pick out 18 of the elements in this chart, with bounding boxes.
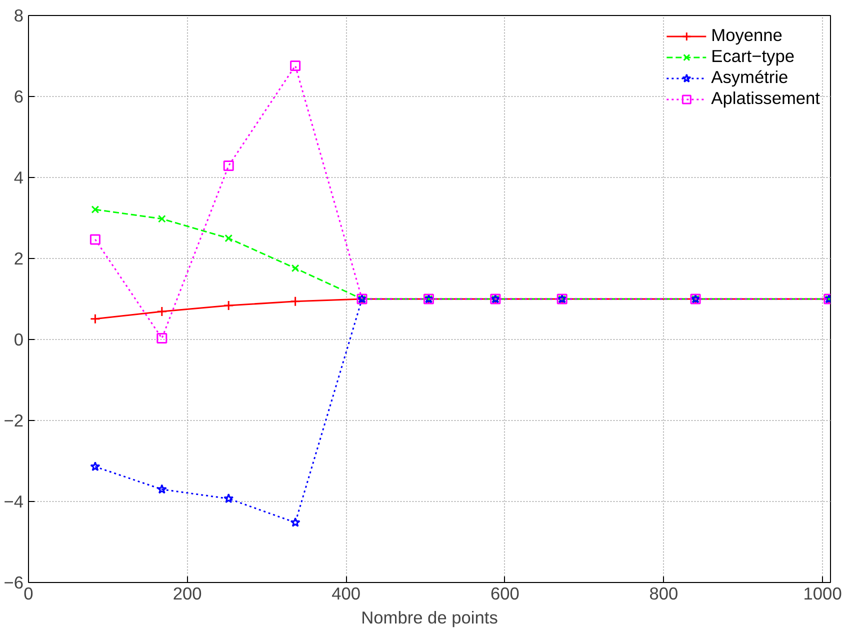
legend-label: Moyenne <box>711 25 782 46</box>
x-tick-label: 800 <box>649 584 678 604</box>
y-tick-label: −4 <box>4 492 24 512</box>
legend-label: Aplatissement <box>711 88 820 109</box>
x-tick-label: 200 <box>172 584 202 604</box>
legend-label: Asymétrie <box>711 67 788 88</box>
x-tick-label: 600 <box>490 584 520 604</box>
y-tick-label: −2 <box>4 410 24 430</box>
y-tick-label: 4 <box>14 168 24 188</box>
y-tick-label: 8 <box>14 6 24 26</box>
y-tick-label: 0 <box>14 330 24 350</box>
x-tick-label: 1000 <box>803 584 842 604</box>
x-tick-label: 400 <box>332 584 361 604</box>
legend-label: Ecart−type <box>711 46 794 67</box>
y-tick-label: −6 <box>4 572 24 592</box>
y-tick-label: 2 <box>14 248 24 268</box>
y-tick-label: 6 <box>14 86 24 106</box>
x-axis-title: Nombre de points <box>361 608 498 628</box>
